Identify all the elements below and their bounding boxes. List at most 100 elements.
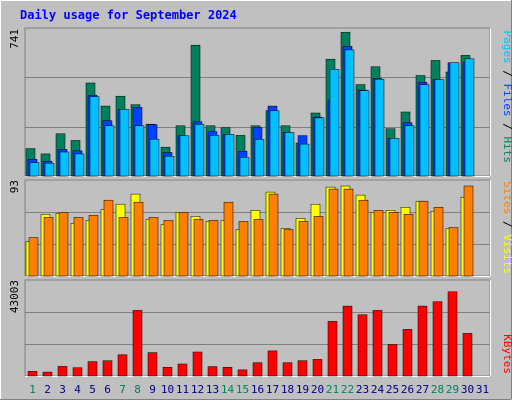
kbytes-bar: [42, 371, 53, 377]
legend-sites: Sites: [501, 181, 512, 214]
day-label: 22: [341, 383, 354, 396]
sites-bar: [268, 193, 279, 277]
legend-kbytes: KBytes: [501, 334, 512, 374]
kbytes-bar: [132, 310, 143, 377]
day-label: 30: [461, 383, 474, 396]
x-axis-day-labels: 1 2 3 4 5 6 7 8 9 10 11 12 13 14 15 16 17 18 19 20 21 22 23 24 2…: [29, 383, 489, 396]
sites-bar: [343, 188, 354, 277]
pages-bar: [464, 58, 475, 177]
kbytes-bar: [312, 359, 323, 377]
day-label: 19: [296, 383, 309, 396]
pages-bar: [269, 110, 280, 177]
day-label: 8: [134, 383, 141, 396]
day-label: 6: [104, 383, 111, 396]
sites-bar: [148, 217, 159, 277]
sites-bar: [373, 210, 384, 277]
pages-bar: [194, 124, 205, 177]
y-max-label-kbytes: 43003: [8, 280, 21, 313]
legend-visits-sites: Sites / Visits: [501, 181, 512, 274]
pages-bar: [209, 135, 220, 177]
kbytes-bar: [162, 367, 173, 377]
day-label: 7: [119, 383, 126, 396]
sites-bar: [418, 200, 429, 277]
day-label: 5: [89, 383, 96, 396]
svg-text:Sites / Visits: Sites / Visits: [501, 181, 512, 274]
kbytes-bar: [372, 310, 383, 377]
day-label: 31: [476, 383, 489, 396]
kbytes-bar: [402, 329, 413, 377]
day-label: 21: [326, 383, 339, 396]
pages-bar: [434, 79, 445, 177]
kbytes-bar: [252, 362, 263, 377]
pages-bar: [329, 69, 340, 177]
kbytes-bar: [57, 366, 68, 377]
pages-bar: [44, 162, 55, 177]
sites-bar: [433, 207, 444, 277]
pages-bar: [254, 139, 265, 177]
kbytes-bar: [387, 344, 398, 377]
pages-bar: [74, 153, 85, 177]
kbytes-bar: [207, 366, 218, 377]
kbytes-bar: [297, 360, 308, 377]
kbytes-bar: [117, 354, 128, 377]
pages-bar: [134, 125, 145, 177]
kbytes-bar: [447, 291, 458, 377]
kbytes-bar: [87, 361, 98, 377]
day-label: 9: [149, 383, 156, 396]
day-label: 20: [311, 383, 324, 396]
panel-kbytes: [24, 279, 491, 377]
sites-bar: [253, 219, 264, 277]
pages-bar: [449, 62, 460, 177]
kbytes-bar: [357, 314, 368, 377]
kbytes-bar: [72, 367, 83, 377]
kbytes-bar: [342, 305, 353, 377]
day-label: 1: [29, 383, 36, 396]
day-label: 15: [236, 383, 249, 396]
day-label: 26: [401, 383, 414, 396]
sites-bar: [403, 214, 414, 277]
legend-files: Files: [501, 84, 512, 117]
day-label: 10: [161, 383, 174, 396]
sites-bar: [223, 201, 234, 277]
pages-bar: [404, 125, 415, 177]
sites-bar: [208, 220, 219, 277]
sites-bar: [43, 217, 54, 277]
sites-bar: [133, 201, 144, 277]
pages-bar: [149, 138, 160, 177]
sites-bar: [103, 199, 114, 277]
day-label: 4: [74, 383, 81, 396]
day-label: 13: [206, 383, 219, 396]
sites-bar: [118, 217, 129, 277]
day-label: 14: [221, 383, 235, 396]
kbytes-bar: [222, 367, 233, 377]
day-label: 23: [356, 383, 369, 396]
pages-bar: [104, 125, 115, 177]
sites-bar: [58, 212, 69, 277]
day-label: 29: [446, 383, 459, 396]
pages-bar: [314, 117, 325, 177]
sites-bar: [463, 185, 474, 277]
kbytes-bar: [192, 351, 203, 377]
sites-bar: [28, 237, 39, 277]
legend-hits: Hits: [501, 137, 512, 164]
day-label: 2: [44, 383, 51, 396]
day-label: 16: [251, 383, 264, 396]
y-max-label-visits: 93: [8, 180, 21, 193]
sites-bar: [298, 221, 309, 277]
day-label: 11: [176, 383, 189, 396]
day-label: 3: [59, 383, 66, 396]
sites-bar: [313, 216, 324, 277]
pages-bar: [224, 134, 235, 177]
legend-kbytes-label: KBytes: [501, 334, 512, 374]
day-label: 28: [431, 383, 444, 396]
sites-bar: [388, 212, 399, 277]
panel-visits-sites: [24, 179, 491, 277]
kbytes-bar: [432, 301, 443, 377]
day-label: 18: [281, 383, 294, 396]
y-max-label-hits: 741: [8, 29, 21, 49]
kbytes-bar: [177, 363, 188, 377]
sites-bar: [328, 188, 339, 277]
kbytes-bar: [282, 362, 293, 377]
sites-bar: [178, 212, 189, 277]
